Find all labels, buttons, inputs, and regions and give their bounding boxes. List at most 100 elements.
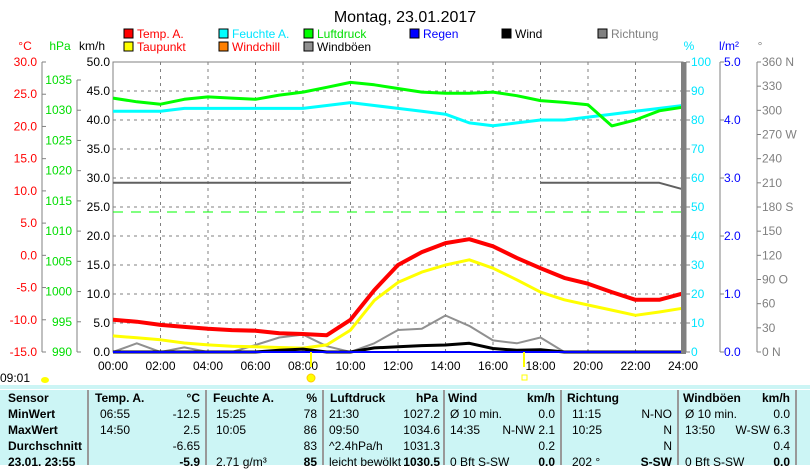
legend-swatch [123, 41, 134, 52]
axis-tick-label: 20 [691, 287, 705, 301]
axis-tick-label: 30 [691, 258, 705, 272]
axis-tick-label: 1035 [45, 73, 72, 87]
axis-tick-label: 40 [691, 229, 705, 243]
axis-tick-label: 5.0 [724, 55, 741, 69]
sun-icon [41, 377, 49, 383]
header-temp: Temp. A. [95, 391, 145, 405]
axis-tick-label: 150 [762, 224, 782, 238]
axis-tick-label: 10.0 [87, 287, 111, 301]
gusts-value: 0.0 [773, 407, 790, 421]
legend-swatch [218, 28, 229, 39]
series-line-temp-a- [112, 237, 684, 338]
column-divider [322, 390, 324, 465]
axis-tick-label: 40.0 [87, 113, 111, 127]
pressure-value: 1031.3 [403, 439, 440, 453]
axis-tick-label: 360 N [762, 55, 794, 69]
column-divider [443, 390, 445, 465]
column-divider [795, 390, 797, 465]
axis-tick-label: 1010 [45, 224, 72, 238]
chart-title: Montag, 23.01.2017 [334, 9, 476, 26]
column-divider [560, 390, 562, 465]
humidity-time: 10:05 [216, 423, 247, 437]
legend-label: Windchill [232, 40, 280, 54]
header-pressure: Luftdruck [330, 391, 386, 405]
header-humidity: Feuchte A. [213, 391, 274, 405]
axes: °C 30.0 25.0 20.0 15.0 10.0 5.0 0.0 -5.0 -10.0 -15… [10, 39, 798, 359]
axis-tick-label: -15.0 [10, 345, 38, 359]
legend-swatch [597, 28, 608, 39]
temp-time: 06:55 [100, 407, 131, 421]
gusts-value: 0.0 [773, 455, 790, 469]
axis-unit: l/m² [719, 39, 739, 53]
axis-tick-label: 5.0 [93, 316, 110, 330]
legend-label: Richtung [611, 27, 658, 41]
axis-tick-label: 60 [691, 171, 705, 185]
axis-tick-label: 35.0 [87, 142, 111, 156]
axis-tick-label: 60 [762, 297, 776, 311]
legend-label: Taupunkt [137, 40, 186, 54]
row-label: MaxWert [8, 423, 58, 437]
axis-tick-label: 0.0 [93, 345, 110, 359]
x-axis: 00:00 02:00 04:00 06:00 08:00 10:00 12:00 14:00… [98, 359, 698, 373]
x-tick-label: 24:00 [668, 359, 698, 373]
axis-tick-label: -10.0 [10, 313, 38, 327]
x-tick-label: 04:00 [193, 359, 223, 373]
axis-tick-label: 90 O [762, 273, 788, 287]
humidity-value: 78 [303, 407, 317, 421]
legend-swatch [303, 41, 314, 52]
x-tick-label: 22:00 [620, 359, 650, 373]
temp-time: 14:50 [100, 423, 131, 437]
humidity-value: 83 [303, 439, 317, 453]
wind-value: 0.2 [538, 439, 555, 453]
axis-tick-label: 1025 [45, 133, 72, 147]
header-temp-unit: °C [186, 391, 200, 405]
temp-value: -5.9 [179, 455, 200, 469]
axis-tick-label: 100 [691, 55, 711, 69]
axis-tick-label: 0.0 [20, 248, 37, 262]
axis-tick-label: 1020 [45, 164, 72, 178]
axis-tick-label: 20.0 [14, 119, 38, 133]
axis-tick-label: 120 [762, 248, 782, 262]
direction-value: S-SW [640, 455, 672, 469]
column-divider [677, 390, 679, 465]
direction-value: N-NO [641, 407, 672, 421]
axis-tick-label: 30 [762, 321, 776, 335]
direction-value: N [663, 423, 672, 437]
axis-tick-label: 1.0 [724, 287, 741, 301]
humidity-value: 85 [303, 455, 317, 469]
pressure-value: 1030.5 [403, 455, 440, 469]
header-gusts: Windböen [683, 391, 741, 405]
x-tick-label: 02:00 [145, 359, 175, 373]
axis-unit: % [684, 39, 695, 53]
axis-tick-label: 15.0 [87, 258, 111, 272]
axis-tick-label: 180 S [762, 200, 793, 214]
legend-label: Windböen [317, 40, 371, 54]
axis-tick-label: 70 [691, 142, 705, 156]
axis-tick-label: 90 [691, 84, 705, 98]
wind-value: N-NW 2.1 [502, 423, 555, 437]
direction-time: 10:25 [572, 423, 603, 437]
gusts-time: 13:50 [685, 423, 716, 437]
axis-tick-label: 210 [762, 176, 782, 190]
axis-tick-label: 995 [52, 315, 72, 329]
row-label: 23.01. 23:55 [8, 455, 76, 469]
axis-unit: km/h [79, 39, 105, 53]
axis-unit: °C [18, 39, 32, 53]
wind-value: 0.0 [538, 455, 555, 469]
right-scrollbar[interactable] [681, 62, 686, 354]
header-humidity-unit: % [306, 391, 317, 405]
legend-swatch [501, 28, 512, 39]
axis-tick-label: 30.0 [87, 171, 111, 185]
axis-tick-label: 20.0 [87, 229, 111, 243]
axis-tick-label: 330 [762, 79, 782, 93]
legend: Temp. A. Feuchte A. Luftdruck Regen Wind Rich… [123, 27, 658, 54]
x-tick-label: 06:00 [240, 359, 270, 373]
x-tick-label: 20:00 [573, 359, 603, 373]
humidity-time: 15:25 [216, 407, 247, 421]
gusts-value: W-SW 6.3 [735, 423, 790, 437]
legend-label: Luftdruck [317, 27, 367, 41]
temp-value: -6.65 [172, 439, 200, 453]
gusts-value: 0.4 [773, 439, 790, 453]
axis-tick-label: 50 [691, 200, 705, 214]
axis-tick-label: 25.0 [14, 87, 38, 101]
